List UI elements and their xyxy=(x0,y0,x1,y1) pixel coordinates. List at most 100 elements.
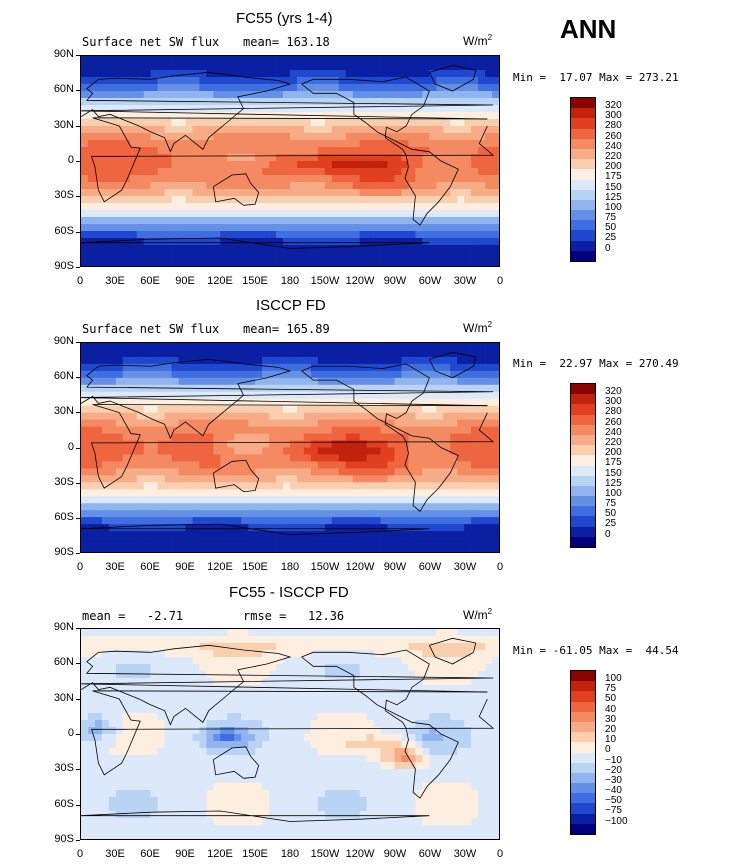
lon-tick-label: 120E xyxy=(207,848,233,860)
lat-tick xyxy=(76,196,80,198)
lon-tick-label: 0 xyxy=(76,275,84,287)
colorbar-level-label: 220 xyxy=(605,436,622,448)
map-canvas xyxy=(81,343,499,552)
colorbar-swatch xyxy=(571,711,595,722)
coastlines xyxy=(81,352,493,534)
colorbar-level-label: 280 xyxy=(605,406,622,418)
lat-tick xyxy=(76,342,80,343)
lat-tick-label: 0 xyxy=(67,440,74,453)
colorbar-swatch xyxy=(571,414,595,425)
colorbar-swatch xyxy=(571,721,595,733)
lat-tick xyxy=(76,482,80,484)
panel-subtitle-mid: mean= 165.89 xyxy=(243,322,330,336)
colorbar-swatch xyxy=(571,159,595,170)
coastline xyxy=(81,811,429,822)
panel-subtitle-mid: rmse = 12.36 xyxy=(243,609,345,623)
contour-field xyxy=(81,56,499,266)
lon-tick-label: 60W xyxy=(418,561,442,573)
coastline xyxy=(91,405,493,489)
lat-tick-label: 90N xyxy=(53,48,74,60)
lat-tick-label: 60S xyxy=(54,797,74,810)
lat-tick xyxy=(76,517,80,519)
lon-tick-label: 150E xyxy=(242,561,268,573)
colorbar-level-label: −10 xyxy=(605,754,622,766)
colorbar-level-label: 320 xyxy=(605,100,622,111)
lon-tick-label: 150E xyxy=(242,275,268,287)
lat-tick-label: 60N xyxy=(53,83,74,96)
coastline xyxy=(429,352,475,378)
colorbar-swatch xyxy=(571,148,595,160)
colorbar-level-label: −75 xyxy=(605,805,622,817)
colorbar-level-label: 0 xyxy=(605,528,611,540)
lat-tick xyxy=(76,231,80,233)
colorbar-level-label: 175 xyxy=(605,171,622,183)
lon-tick-label: 60W xyxy=(418,848,442,860)
map-panel-3 xyxy=(80,628,500,840)
colorbar-level-label: 25 xyxy=(605,232,617,244)
colorbar-swatch xyxy=(571,384,595,395)
lat-tick-label: 0 xyxy=(67,727,74,739)
lon-tick-label: 90W xyxy=(383,848,407,860)
colorbar-level-label: 10 xyxy=(605,734,617,746)
colorbar-swatch xyxy=(571,516,595,527)
colorbar-swatch xyxy=(571,138,595,149)
colorbar-level-label: 30 xyxy=(605,713,617,725)
colorbar-swatch xyxy=(571,506,595,517)
lat-tick-label: 90S xyxy=(54,546,74,558)
lat-tick xyxy=(76,553,80,554)
lon-tick-label: 90W xyxy=(383,275,407,287)
coastline xyxy=(81,72,493,151)
lon-tick-label: 60E xyxy=(140,848,160,860)
lat-tick xyxy=(76,412,80,414)
colorbar-swatch xyxy=(571,189,595,200)
coastline xyxy=(213,747,258,779)
coastline xyxy=(213,174,258,205)
panel-subtitle-left: Surface net SW flux xyxy=(82,322,220,336)
colorbar-swatch xyxy=(571,465,595,476)
colorbar-level-label: 0 xyxy=(605,242,611,254)
colorbar-level-label: 75 xyxy=(605,683,617,695)
colorbar-swatch xyxy=(571,434,595,446)
lat-tick-label: 30S xyxy=(54,475,74,488)
coastlines xyxy=(81,638,493,821)
colorbar-level-label: 200 xyxy=(605,161,622,173)
colorbar-level-label: 300 xyxy=(605,110,622,122)
colorbar-swatch xyxy=(571,169,595,180)
panel-subtitle-left: mean = -2.71 xyxy=(82,609,184,623)
lat-tick-label: 60S xyxy=(54,510,74,523)
lat-tick xyxy=(76,377,80,379)
lat-tick-label: 30S xyxy=(54,762,74,775)
lon-tick-label: 90E xyxy=(175,275,195,287)
colorbar-level-label: 300 xyxy=(605,396,622,408)
lat-tick-label: 30N xyxy=(53,691,74,704)
colorbar-swatch xyxy=(571,485,595,497)
coastline xyxy=(213,460,258,491)
lat-tick xyxy=(76,734,80,735)
contour-field xyxy=(81,343,499,552)
coastline xyxy=(429,638,475,664)
coastline xyxy=(81,238,429,249)
colorbar-level-label: 150 xyxy=(605,181,622,193)
lon-tick-label: 60E xyxy=(140,561,160,573)
colorbar xyxy=(570,383,596,548)
colorbar-level-label: 50 xyxy=(605,222,617,234)
colorbar-level-label: 100 xyxy=(605,487,622,499)
colorbar-level-label: 200 xyxy=(605,447,622,459)
lat-tick-label: 90N xyxy=(53,335,74,347)
lon-tick-label: 0 xyxy=(496,848,504,860)
colorbar-swatch xyxy=(571,394,595,405)
colorbar-level-label: 20 xyxy=(605,723,617,735)
lon-tick-label: 0 xyxy=(496,561,504,573)
lon-tick-label: 180 xyxy=(280,848,300,860)
contour-field xyxy=(81,629,499,839)
colorbar-swatch xyxy=(571,220,595,231)
panel-subtitle-left: Surface net SW flux xyxy=(82,35,220,49)
map-canvas xyxy=(81,629,499,839)
colorbar-level-label: 50 xyxy=(605,508,617,520)
season-label: ANN xyxy=(560,14,617,44)
lat-tick xyxy=(76,267,80,268)
colorbar-swatch xyxy=(571,783,595,794)
lat-tick xyxy=(76,125,80,127)
panel-subtitle-mid: mean= 163.18 xyxy=(243,35,330,49)
lat-tick xyxy=(76,628,80,629)
